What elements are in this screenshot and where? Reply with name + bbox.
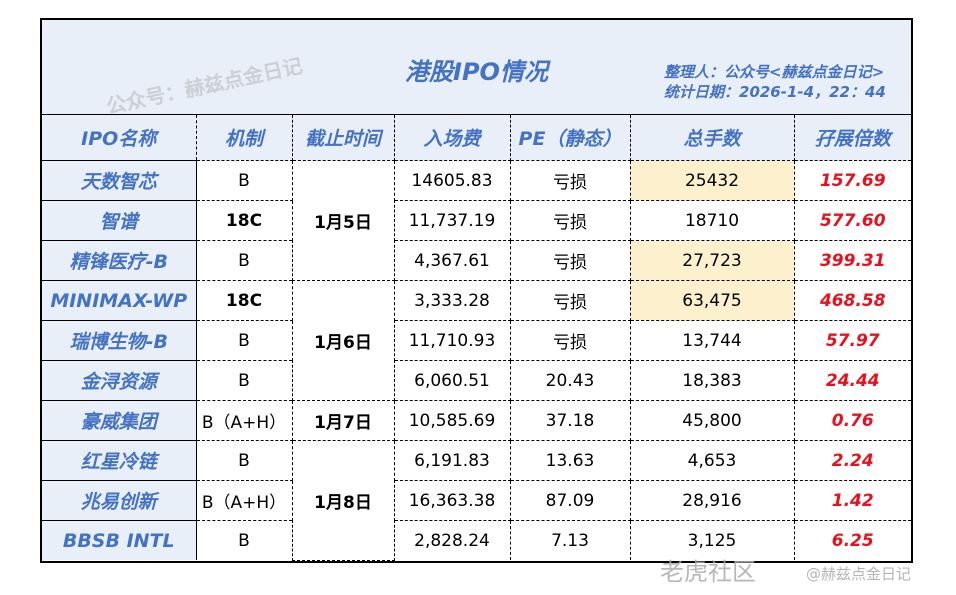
table-row: BBSB INTL B 2,828.24 7.13 3,125 6.25 <box>42 520 911 560</box>
mechanism-cell: B <box>195 240 293 281</box>
total-lots-cell: 3,125 <box>629 520 795 560</box>
page-title: 港股IPO情况 <box>405 58 548 86</box>
header-row: IPO名称 机制 截止时间 入场费 PE（静态） 总手数 孖展倍数 <box>42 115 911 161</box>
margin-ratio-cell: 24.44 <box>793 360 911 401</box>
table-row: 智谱 18C 11,737.19 亏损 18710 577.60 <box>42 200 911 241</box>
margin-ratio-cell: 399.31 <box>793 240 911 281</box>
entry-fee-cell: 11,737.19 <box>393 200 511 241</box>
margin-ratio-cell: 0.76 <box>793 400 911 441</box>
entry-fee-cell: 14605.83 <box>393 160 511 201</box>
table-row: 精锋医疗-B B 4,367.61 亏损 27,723 399.31 <box>42 240 911 281</box>
brand-watermark: 老虎社区 <box>660 558 756 586</box>
ipo-table: IPO名称 机制 截止时间 入场费 PE（静态） 总手数 孖展倍数 天数智芯 B 1… <box>42 115 911 561</box>
entry-fee-cell: 16,363.38 <box>393 480 511 521</box>
pe-cell: 亏损 <box>509 280 631 321</box>
deadline-cell: 1月7日 <box>291 400 395 441</box>
table-row: 金浔资源 B 6,060.51 20.43 18,383 24.44 <box>42 360 911 401</box>
entry-fee-cell: 6,191.83 <box>393 440 511 481</box>
mechanism-cell: B（A+H） <box>195 400 293 441</box>
entry-fee-cell: 3,333.28 <box>393 280 511 321</box>
total-lots-cell: 27,723 <box>629 240 795 281</box>
total-lots-cell: 4,653 <box>629 440 795 481</box>
table-row: 兆易创新 B（A+H） 16,363.38 87.09 28,916 1.42 <box>42 480 911 521</box>
entry-fee-cell: 11,710.93 <box>393 320 511 361</box>
margin-ratio-cell: 577.60 <box>793 200 911 241</box>
ipo-name-cell: 豪威集团 <box>42 400 197 441</box>
col-header-mechanism: 机制 <box>195 115 293 161</box>
pe-cell: 87.09 <box>509 480 631 521</box>
mechanism-cell: B <box>195 360 293 401</box>
col-header-fee: 入场费 <box>393 115 511 161</box>
margin-ratio-cell: 2.24 <box>793 440 911 481</box>
mechanism-cell: B <box>195 440 293 481</box>
total-lots-cell: 28,916 <box>629 480 795 521</box>
table-row: 红星冷链 B 1月8日 6,191.83 13.63 4,653 2.24 <box>42 440 911 561</box>
col-header-lots: 总手数 <box>629 115 795 161</box>
table-row: 瑞博生物-B B 11,710.93 亏损 13,744 57.97 <box>42 320 911 361</box>
margin-ratio-cell: 57.97 <box>793 320 911 361</box>
total-lots-cell: 25432 <box>629 160 795 201</box>
meta-info: 整理人：公众号<赫兹点金日记> 统计日期：2026-1-4，22：44 <box>664 62 886 102</box>
col-header-ratio: 孖展倍数 <box>793 115 911 161</box>
table-row: MINIMAX-WP 18C 1月6日 3,333.28 亏损 63,475 468.58 <box>42 280 911 401</box>
deadline-cell: 1月6日 <box>291 280 395 401</box>
pe-cell: 亏损 <box>509 240 631 281</box>
entry-fee-cell: 2,828.24 <box>393 520 511 560</box>
pe-cell: 亏损 <box>509 160 631 201</box>
ipo-name-cell: 天数智芯 <box>42 160 197 201</box>
table-row: 豪威集团 B（A+H） 1月7日 10,585.69 37.18 45,800 0.76 <box>42 400 911 441</box>
total-lots-cell: 18710 <box>629 200 795 241</box>
total-lots-cell: 45,800 <box>629 400 795 441</box>
deadline-cell: 1月5日 <box>291 160 395 281</box>
pe-cell: 7.13 <box>509 520 631 560</box>
pe-cell: 37.18 <box>509 400 631 441</box>
col-header-name: IPO名称 <box>42 115 197 161</box>
ipo-name-cell: 红星冷链 <box>42 440 197 481</box>
total-lots-cell: 13,744 <box>629 320 795 361</box>
handle-watermark: @赫兹点金日记 <box>806 565 912 583</box>
entry-fee-cell: 6,060.51 <box>393 360 511 401</box>
mechanism-cell: B <box>195 320 293 361</box>
ipo-name-cell: 智谱 <box>42 200 197 241</box>
mechanism-cell: 18C <box>195 280 293 321</box>
mechanism-cell: 18C <box>195 200 293 241</box>
pe-cell: 20.43 <box>509 360 631 401</box>
ipo-name-cell: 兆易创新 <box>42 480 197 521</box>
col-header-deadline: 截止时间 <box>291 115 395 161</box>
stat-date: 统计日期：2026-1-4，22：44 <box>664 83 886 101</box>
organizer: 整理人：公众号<赫兹点金日记> <box>664 63 885 81</box>
total-lots-cell: 18,383 <box>629 360 795 401</box>
entry-fee-cell: 10,585.69 <box>393 400 511 441</box>
margin-ratio-cell: 468.58 <box>793 280 911 321</box>
ipo-table-panel: 公众号：赫兹点金日记 港股IPO情况 整理人：公众号<赫兹点金日记> 统计日期：… <box>40 18 913 563</box>
table-row: 天数智芯 B 1月5日 14605.83 亏损 25432 157.69 <box>42 160 911 281</box>
margin-ratio-cell: 157.69 <box>793 160 911 201</box>
pe-cell: 亏损 <box>509 320 631 361</box>
total-lots-cell: 63,475 <box>629 280 795 321</box>
ipo-name-cell: MINIMAX-WP <box>42 280 197 321</box>
mechanism-cell: B <box>195 160 293 201</box>
pe-cell: 13.63 <box>509 440 631 481</box>
mechanism-cell: B（A+H） <box>195 480 293 521</box>
entry-fee-cell: 4,367.61 <box>393 240 511 281</box>
ipo-name-cell: 瑞博生物-B <box>42 320 197 361</box>
title-bar: 公众号：赫兹点金日记 港股IPO情况 整理人：公众号<赫兹点金日记> 统计日期：… <box>42 20 911 118</box>
ipo-name-cell: 精锋医疗-B <box>42 240 197 281</box>
ipo-name-cell: BBSB INTL <box>42 520 197 560</box>
col-header-pe: PE（静态） <box>509 115 631 161</box>
margin-ratio-cell: 1.42 <box>793 480 911 521</box>
mechanism-cell: B <box>195 520 293 560</box>
ipo-name-cell: 金浔资源 <box>42 360 197 401</box>
pe-cell: 亏损 <box>509 200 631 241</box>
margin-ratio-cell: 6.25 <box>793 520 911 560</box>
deadline-cell: 1月8日 <box>291 440 395 561</box>
